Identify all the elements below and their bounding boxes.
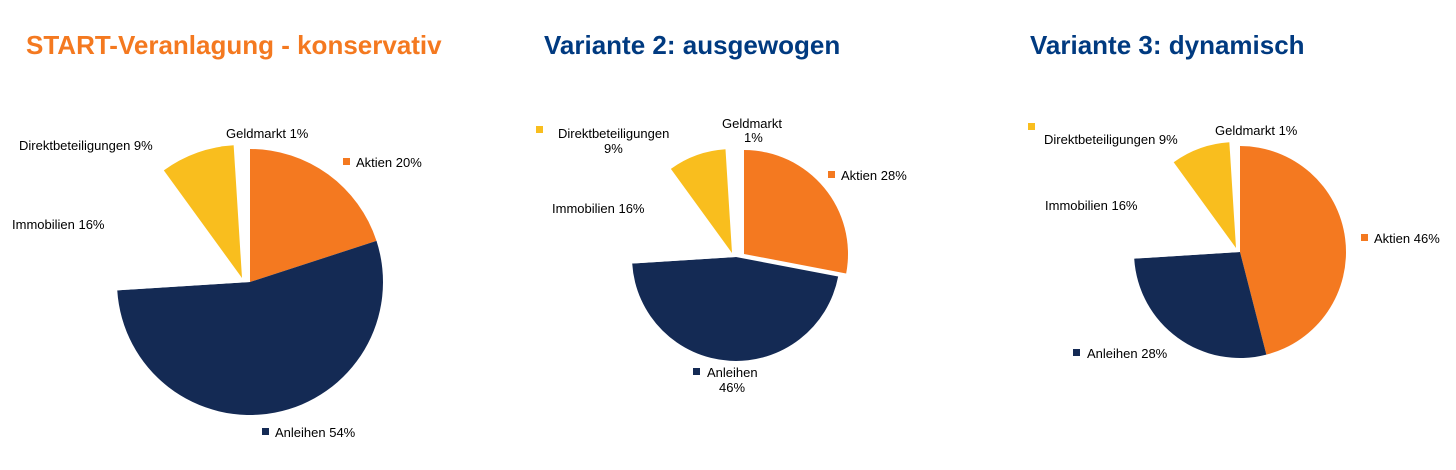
- data-label-geldmarkt: Geldmarkt: [722, 116, 782, 131]
- chart-title-konservativ: START-Veranlagung - konservativ: [26, 30, 442, 60]
- pie-slice-aktien: [1240, 146, 1346, 355]
- data-label-direktbeteiligungen: Direktbeteiligungen 9%: [1044, 132, 1178, 147]
- pie-slice-anleihen: [117, 240, 383, 415]
- pie-slice-anleihen: [1134, 252, 1267, 358]
- data-label-direktbeteiligungen: 9%: [604, 141, 623, 156]
- pie-slice-aktien: [744, 149, 849, 274]
- pie-chart-1: Aktien 20% Anleihen 54% Immobilien 16% Dire…: [12, 126, 422, 440]
- data-label-anleihen: 46%: [719, 380, 745, 395]
- data-label-anleihen: Anleihen: [707, 365, 758, 380]
- pie-slice-direktbeteiligungen: [1173, 142, 1236, 248]
- data-label-immobilien: Immobilien 16%: [1045, 198, 1138, 213]
- data-label-immobilien: Immobilien 16%: [12, 217, 105, 232]
- chart-title-ausgewogen: Variante 2: ausgewogen: [544, 30, 841, 60]
- pie-slice-immobilien: [116, 174, 250, 291]
- legend-marker-aktien: [343, 158, 350, 165]
- legend-marker-aktien: [828, 171, 835, 178]
- data-label-geldmarkt: Geldmarkt 1%: [226, 126, 309, 141]
- legend-marker-aktien: [1361, 234, 1368, 241]
- data-label-aktien: Aktien 28%: [841, 168, 907, 183]
- legend-marker-anleihen: [262, 428, 269, 435]
- pie-slice-anleihen: [632, 257, 839, 361]
- data-label-anleihen: Anleihen 54%: [275, 425, 356, 440]
- pie-slice-aktien: [250, 149, 377, 282]
- chart-title-dynamisch: Variante 3: dynamisch: [1030, 30, 1305, 60]
- legend-marker-anleihen: [1073, 349, 1080, 356]
- data-label-immobilien: Immobilien 16%: [552, 201, 645, 216]
- pie-slice-direktbeteiligungen: [163, 145, 242, 278]
- pie-slice-immobilien: [632, 172, 736, 264]
- data-label-direktbeteiligungen: Direktbeteiligungen 9%: [19, 138, 153, 153]
- pie-slice-geldmarkt: [1233, 146, 1240, 252]
- legend-marker-anleihen: [693, 368, 700, 375]
- data-label-direktbeteiligungen: Direktbeteiligungen: [558, 126, 669, 141]
- pie-slice-geldmarkt: [729, 153, 736, 257]
- pie-chart-3: Aktien 46% Anleihen 28% Immobilien 16% Dire…: [1028, 123, 1440, 361]
- data-label-geldmarkt: Geldmarkt 1%: [1215, 123, 1298, 138]
- data-label-anleihen: Anleihen 28%: [1087, 346, 1168, 361]
- legend-marker-direktbeteiligungen: [1028, 123, 1035, 130]
- pie-slice-immobilien: [1134, 166, 1240, 259]
- data-label-aktien: Aktien 46%: [1374, 231, 1440, 246]
- pie-slice-geldmarkt: [241, 149, 250, 282]
- data-label-aktien: Aktien 20%: [356, 155, 422, 170]
- pie-slice-direktbeteiligungen: [670, 149, 732, 253]
- data-label-geldmarkt: 1%: [744, 130, 763, 145]
- legend-marker-direktbeteiligungen: [536, 126, 543, 133]
